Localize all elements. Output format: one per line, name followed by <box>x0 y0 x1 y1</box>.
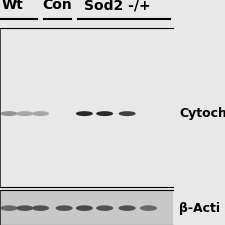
Text: Cytoch: Cytoch <box>179 107 225 120</box>
Ellipse shape <box>16 111 33 116</box>
Ellipse shape <box>76 205 93 211</box>
Ellipse shape <box>96 111 113 116</box>
Ellipse shape <box>140 205 157 211</box>
Text: Wt: Wt <box>1 0 23 12</box>
Ellipse shape <box>32 111 49 116</box>
Text: Con: Con <box>43 0 72 12</box>
Ellipse shape <box>0 111 18 116</box>
Bar <box>0 28 173 187</box>
Ellipse shape <box>96 205 113 211</box>
Ellipse shape <box>56 205 73 211</box>
Ellipse shape <box>119 205 136 211</box>
Text: Sod2 -/+: Sod2 -/+ <box>84 0 150 12</box>
Ellipse shape <box>16 205 33 211</box>
Ellipse shape <box>119 111 136 116</box>
Ellipse shape <box>0 205 18 211</box>
Bar <box>0 190 173 225</box>
Ellipse shape <box>76 111 93 116</box>
Ellipse shape <box>32 205 49 211</box>
Text: β-Acti: β-Acti <box>179 202 220 215</box>
